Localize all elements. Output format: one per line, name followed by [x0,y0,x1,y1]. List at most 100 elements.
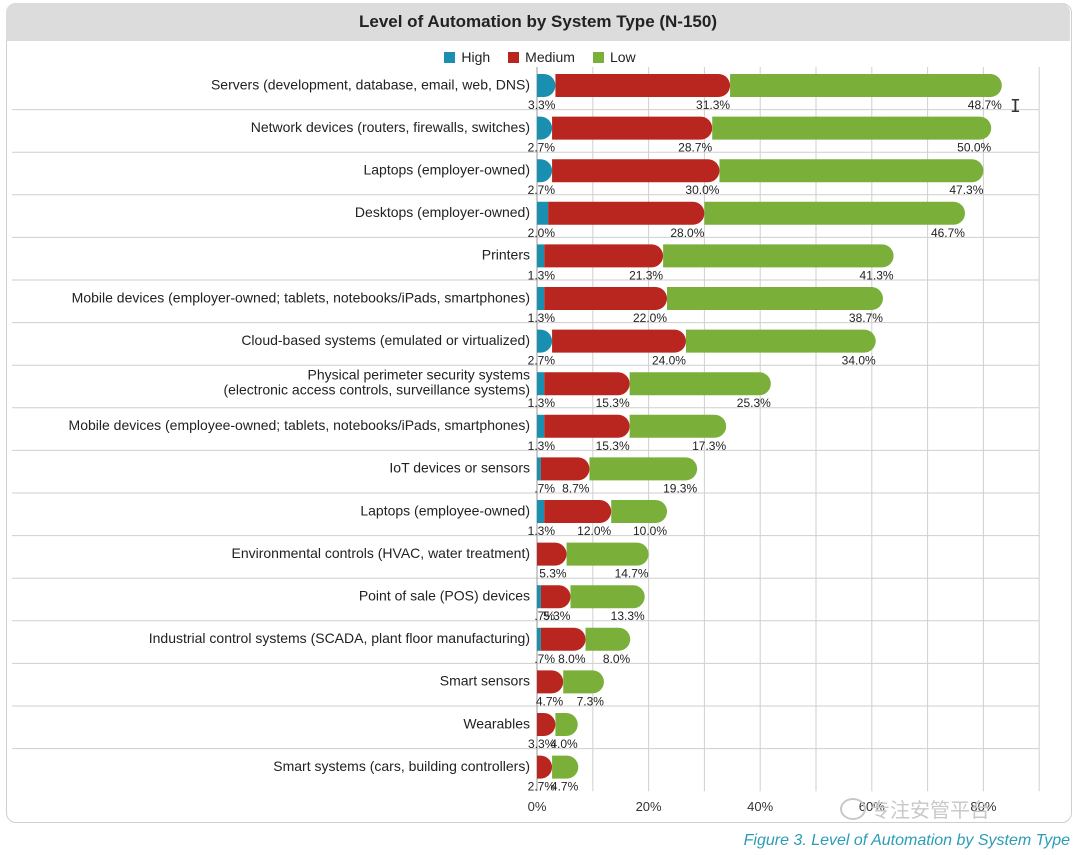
bar-medium [537,542,567,566]
bar-low [570,585,645,609]
legend-item-low: Low [592,47,636,67]
data-label-low: 34.0% [842,354,876,368]
category-label: Point of sale (POS) devices [359,588,530,604]
data-label-medium: 8.0% [558,652,586,666]
bar-high [537,329,553,353]
data-label-high: 2.0% [528,226,556,240]
data-label-medium: 22.0% [633,311,667,325]
chart-title: Level of Automation by System Type (N-15… [6,3,1070,41]
data-label-high: .7% [534,652,555,666]
bar-medium [537,755,553,779]
category-label: Wearables [463,715,530,731]
legend-label-low: Low [609,49,636,65]
category-label: Environmental controls (HVAC, water trea… [231,545,530,561]
bar-low [566,542,649,566]
data-label-high: .7% [534,609,555,623]
legend-item-medium: Medium [508,47,575,67]
bar-high [537,116,553,140]
data-label-low: 10.0% [633,524,667,538]
data-label-medium: 24.0% [652,354,686,368]
data-label-high: 2.7% [528,354,556,368]
bar-high [537,287,545,310]
bar-low [719,159,984,183]
category-label: Mobile devices (employee-owned; tablets,… [69,417,530,433]
data-label-high: .7% [534,481,555,495]
legend-label-high: High [461,49,491,65]
bar-low [563,670,604,694]
category-label: Network devices (routers, firewalls, swi… [251,119,530,135]
legend-swatch-low [592,51,604,63]
bar-medium [544,287,668,310]
category-label: Servers (development, database, email, w… [211,76,530,92]
category-label: Printers [482,247,530,263]
category-label: Desktops (employer-owned) [355,204,530,220]
bar-medium [548,201,705,225]
data-label-high: 2.7% [528,141,556,155]
bar-high [537,159,553,183]
bar-medium [552,159,720,183]
bar-high [537,414,545,438]
data-label-low: 19.3% [663,481,697,495]
data-label-low: 4.7% [551,780,579,794]
category-label: Cloud-based systems (emulated or virtual… [241,332,530,348]
data-label-high: 1.3% [528,268,556,282]
x-tick-label: 40% [747,799,773,814]
x-tick-label: 20% [636,799,662,814]
data-label-high: 3.3% [528,98,556,112]
data-label-medium: 5.3% [539,567,567,581]
x-tick-label: 0% [528,799,547,814]
data-label-medium: 30.0% [685,183,719,197]
bar-low [704,201,965,225]
data-label-low: 13.3% [611,609,645,623]
bar-high [537,74,556,97]
legend-item-high: High [444,47,490,67]
category-label: IoT devices or sensors [389,460,530,476]
bar-medium [537,713,556,736]
bar-high [537,201,549,225]
data-label-medium: 28.0% [670,226,704,240]
bar-medium [540,627,586,651]
data-label-high: 1.3% [528,524,556,538]
data-label-medium: 5.3% [543,609,571,623]
data-label-low: 50.0% [957,141,991,155]
data-label-low: 38.7% [849,311,883,325]
bar-medium [555,74,731,97]
bar-low [629,372,771,396]
x-tick-label: 80% [970,799,996,814]
bar-low [555,713,578,736]
data-label-medium: 31.3% [696,98,730,112]
data-label-low: 41.3% [860,268,894,282]
bar-high [537,457,541,481]
category-label: Industrial control systems (SCADA, plant… [149,630,530,646]
bar-chart: 0% 20% 40% 60% 80%Servers (development, data… [12,67,1040,814]
data-label-low: 17.3% [692,439,726,453]
legend-label-medium: Medium [525,49,575,65]
bar-low [629,414,727,438]
data-label-low: 47.3% [949,183,983,197]
data-label-medium: 4.7% [536,694,564,708]
data-label-medium: 2.7% [528,780,556,794]
bar-medium [540,457,590,481]
data-label-low: 7.3% [577,694,605,708]
legend-swatch-high [444,51,456,63]
category-label: (electronic access controls, surveillanc… [223,382,530,398]
data-label-high: 1.3% [528,311,556,325]
bar-low [585,627,631,651]
bar-high [537,244,545,268]
bar-medium [540,585,571,609]
data-label-low: 14.7% [615,567,649,581]
category-label: Smart sensors [440,673,530,689]
bar-low [552,755,579,779]
bar-high [537,627,541,651]
bar-medium [544,414,630,438]
data-label-high: 2.7% [528,183,556,197]
bar-low [663,244,894,268]
data-label-medium: 3.3% [528,737,556,751]
category-label: Mobile devices (employer-owned; tablets,… [72,289,530,305]
figure-caption: Figure 3. Level of Automation by System … [743,832,1070,849]
bar-low [685,329,876,353]
data-label-low: 48.7% [968,98,1002,112]
data-label-low: 8.0% [603,652,631,666]
text-cursor-icon: I [1010,96,1021,117]
category-label: Smart systems (cars, building controller… [273,758,530,774]
